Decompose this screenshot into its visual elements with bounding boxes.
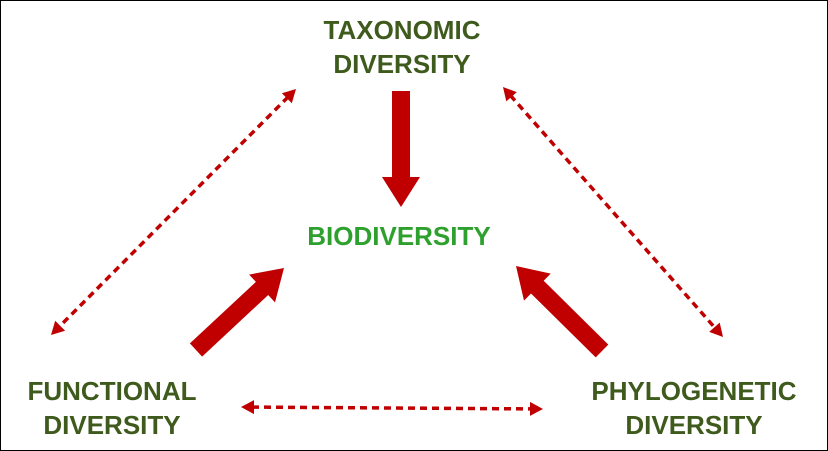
arrow-taxonomic-to-phylogenetic [508, 94, 718, 330]
arrow-taxonomic-to-phylogenetic-head-start [503, 87, 517, 102]
phylogenetic-diversity-line2: DIVERSITY [625, 410, 763, 440]
taxonomic-diversity-line1: TAXONOMIC [323, 15, 481, 45]
taxonomic-diversity-node: TAXONOMIC DIVERSITY [292, 13, 512, 81]
functional-diversity-line2: DIVERSITY [43, 410, 181, 440]
arrow-functional-to-phylogenetic-head-start [241, 400, 254, 415]
arrow-functional-to-phylogenetic [251, 405, 533, 411]
arrow-taxonomic-to-functional-head-end [51, 320, 66, 335]
biodiversity-label: BIODIVERSITY [307, 221, 491, 251]
arrow-taxonomic-to-functional-head-start [281, 89, 296, 104]
taxonomic-diversity-line2: DIVERSITY [333, 49, 471, 79]
phylogenetic-diversity-node: PHYLOGENETIC DIVERSITY [569, 374, 819, 442]
arrow-taxonomic-to-phylogenetic-head-end [709, 322, 723, 337]
functional-diversity-line1: FUNCTIONAL [27, 376, 197, 406]
arrow-functional-to-phylogenetic-head-end [530, 401, 543, 416]
arrow-taxonomic-to-biodiversity [382, 91, 420, 207]
phylogenetic-diversity-line1: PHYLOGENETIC [591, 376, 797, 406]
arrow-phylogenetic-to-biodiversity [516, 266, 609, 358]
biodiversity-node: BIODIVERSITY [269, 219, 529, 253]
arrow-taxonomic-to-functional [57, 95, 290, 329]
functional-diversity-node: FUNCTIONAL DIVERSITY [7, 374, 217, 442]
arrow-functional-to-biodiversity [189, 268, 284, 357]
